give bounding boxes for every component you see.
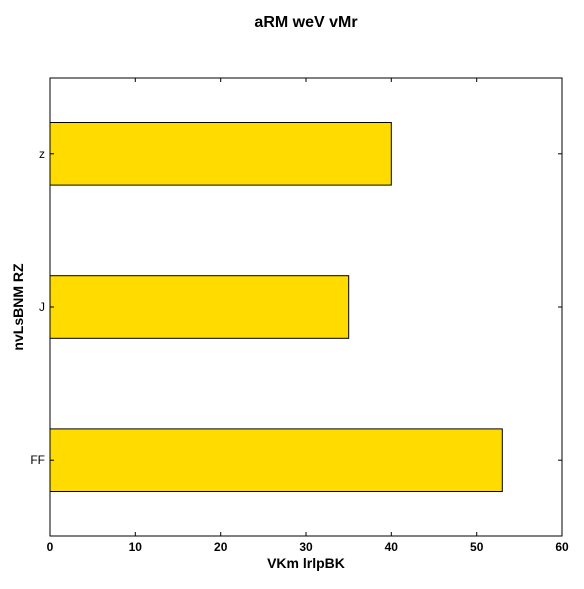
x-tick-label-20: 20 <box>214 540 228 554</box>
chart-title: aRM weV vMr <box>254 14 357 31</box>
plot-frame <box>49 77 563 537</box>
x-axis-label: VKm lrlpBK <box>267 555 345 571</box>
x-tick-label-30: 30 <box>299 540 313 554</box>
y-tick-label-z: z <box>39 147 45 161</box>
bar-z <box>49 122 392 186</box>
y-tick-label-J: J <box>39 300 45 314</box>
y-tick-label-FF: FF <box>30 453 45 467</box>
x-tick-label-60: 60 <box>555 540 569 554</box>
x-tick-label-0: 0 <box>47 540 54 554</box>
bar-J <box>49 275 350 339</box>
x-tick-label-10: 10 <box>129 540 143 554</box>
bars-layer <box>49 122 503 492</box>
x-tick-label-40: 40 <box>385 540 399 554</box>
y-axis-label: nvLsBNM RZ <box>10 263 26 351</box>
x-tick-label-50: 50 <box>470 540 484 554</box>
ticks-layer: z J FF 0 10 20 30 40 50 60 <box>30 78 569 554</box>
bar-FF <box>49 428 503 492</box>
